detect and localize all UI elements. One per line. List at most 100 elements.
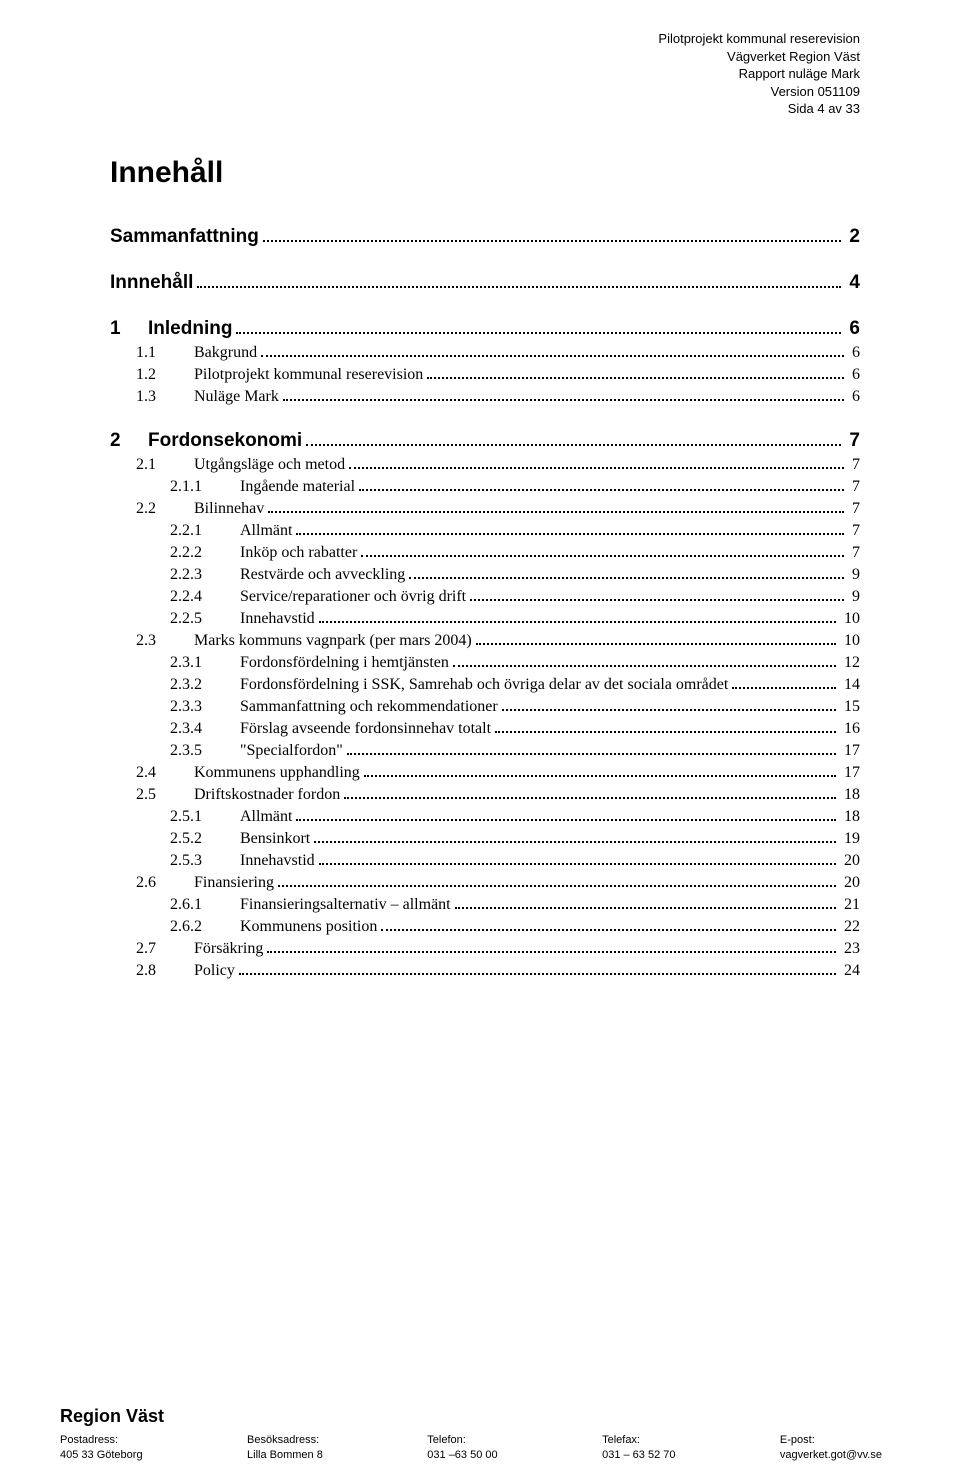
toc-entry-page: 7 (848, 522, 860, 540)
toc-leader-dots (381, 921, 836, 931)
toc-entry-number: 2.2.5 (170, 610, 240, 628)
toc-leader-dots (306, 434, 841, 445)
toc-entry-page: 16 (840, 720, 860, 738)
toc-entry-label: Kommunens position (240, 918, 377, 936)
toc-leader-dots (296, 525, 844, 535)
toc-entry-label: Service/reparationer och övrig drift (240, 588, 466, 606)
toc-leader-dots (476, 635, 836, 645)
toc-entry: 2.6Finansiering20 (110, 874, 860, 892)
toc-entry-number: 2.3.1 (170, 654, 240, 672)
toc-leader-dots (470, 591, 844, 601)
toc-entry-label: Policy (194, 962, 235, 980)
toc-entry: 2.1Utgångsläge och metod 7 (110, 456, 860, 474)
toc-leader-dots (263, 230, 842, 241)
toc-entry-number: 2.5 (136, 786, 194, 804)
toc-entry: 2.3.5"Specialfordon"17 (110, 742, 860, 760)
toc-entry-number: 1.1 (136, 344, 194, 362)
toc-entry-label: Försäkring (194, 940, 263, 958)
toc-entry-label: Innnehåll (110, 272, 193, 294)
toc-entry-label: Marks kommuns vagnpark (per mars 2004) (194, 632, 472, 650)
toc-entry-number: 2 (110, 430, 148, 452)
toc-entry-label: Bilinnehav (194, 500, 264, 518)
toc-entry: 2.4Kommunens upphandling17 (110, 764, 860, 782)
footer-col-heading: E-post: (780, 1433, 882, 1448)
footer-col-heading: Telefon: (427, 1433, 497, 1448)
toc-entry: 2.2.3Restvärde och avveckling 9 (110, 566, 860, 584)
header-line: Version 051109 (110, 83, 860, 101)
toc-entry-number: 2.1 (136, 456, 194, 474)
toc-entry-label: Utgångsläge och metod (194, 456, 345, 474)
toc-leader-dots (455, 899, 836, 909)
toc-entry-number: 2.5.3 (170, 852, 240, 870)
toc-entry-number: 2.7 (136, 940, 194, 958)
toc-entry: 1.2Pilotprojekt kommunal reserevision6 (110, 366, 860, 384)
toc-entry-page: 20 (840, 852, 860, 870)
toc-entry: 2.3.3Sammanfattning och rekommendationer… (110, 698, 860, 716)
toc-entry-page: 7 (848, 478, 860, 496)
toc-entry-number: 2.3.4 (170, 720, 240, 738)
footer-col-value: Lilla Bommen 8 (247, 1448, 323, 1463)
footer-column: Telefax:031 – 63 52 70 (602, 1433, 693, 1463)
toc-entry-page: 6 (848, 388, 860, 406)
toc-entry-number: 2.3.2 (170, 676, 240, 694)
toc-leader-dots (495, 723, 836, 733)
toc-leader-dots (268, 503, 844, 513)
toc-leader-dots (319, 855, 836, 865)
toc-entry-label: Restvärde och avveckling (240, 566, 405, 584)
toc-leader-dots (349, 459, 844, 469)
toc-leader-dots (319, 613, 836, 623)
toc-entry-page: 17 (840, 764, 860, 782)
toc-entry-page: 2 (845, 226, 860, 248)
toc-leader-dots (236, 322, 841, 333)
toc-entry: 2.2Bilinnehav7 (110, 500, 860, 518)
footer-column: Postadress:405 33 Göteborg (60, 1433, 161, 1463)
toc-entry-number: 1.2 (136, 366, 194, 384)
toc-leader-dots (314, 833, 836, 843)
toc-entry-label: Bensinkort (240, 830, 310, 848)
toc-entry: 2.5Driftskostnader fordon18 (110, 786, 860, 804)
toc-entry-number: 2.2.3 (170, 566, 240, 584)
toc-entry-number: 2.5.1 (170, 808, 240, 826)
toc-entry-page: 7 (848, 456, 860, 474)
footer-col-heading: Postadress: (60, 1433, 143, 1448)
toc-leader-dots (361, 547, 844, 557)
toc-entry-label: Allmänt (240, 808, 292, 826)
toc-entry: 2.5.1Allmänt18 (110, 808, 860, 826)
toc-entry: 2.5.2Bensinkort19 (110, 830, 860, 848)
toc-leader-dots (427, 369, 844, 379)
toc-entry-number: 2.6 (136, 874, 194, 892)
toc-entry-page: 6 (848, 344, 860, 362)
toc-entry-number: 2.2.1 (170, 522, 240, 540)
toc-entry-label: "Specialfordon" (240, 742, 343, 760)
toc-entry-page: 10 (840, 632, 860, 650)
toc-entry-number: 2.1.1 (170, 478, 240, 496)
toc-entry-page: 14 (840, 676, 860, 694)
footer-column: Besöksadress:Lilla Bommen 8 (247, 1433, 341, 1463)
toc-entry-page: 9 (848, 566, 860, 584)
toc-entry-page: 6 (845, 318, 860, 340)
toc-entry-label: Fordonsfördelning i SSK, Samrehab och öv… (240, 676, 728, 694)
toc-entry: 1.3Nuläge Mark6 (110, 388, 860, 406)
toc-leader-dots (347, 745, 836, 755)
toc-entry-label: Finansieringsalternativ – allmänt (240, 896, 451, 914)
toc-entry-label: Inledning (148, 318, 232, 340)
footer-brand: Region Väst (60, 1406, 900, 1427)
footer-col-value: 031 –63 50 00 (427, 1448, 497, 1463)
toc-entry: 2.5.3Innehavstid 20 (110, 852, 860, 870)
toc-entry: 2.7Försäkring 23 (110, 940, 860, 958)
toc-entry-label: Fordonsfördelning i hemtjänsten (240, 654, 449, 672)
toc-entry: 2.6.1Finansieringsalternativ – allmänt21 (110, 896, 860, 914)
toc-entry-label: Innehavstid (240, 852, 315, 870)
header-line: Pilotprojekt kommunal reserevision (110, 30, 860, 48)
toc-leader-dots (732, 679, 836, 689)
toc-entry-number: 2.3.5 (170, 742, 240, 760)
toc-entry-page: 12 (840, 654, 860, 672)
toc-entry: 2.3.1Fordonsfördelning i hemtjänsten 12 (110, 654, 860, 672)
toc-entry-page: 23 (840, 940, 860, 958)
toc-entry-page: 19 (840, 830, 860, 848)
toc-entry-label: Ingående material (240, 478, 355, 496)
footer-col-heading: Telefax: (602, 1433, 675, 1448)
toc-entry: 2.3.2Fordonsfördelning i SSK, Samrehab o… (110, 676, 860, 694)
toc-leader-dots (409, 569, 844, 579)
toc-entry-page: 6 (848, 366, 860, 384)
